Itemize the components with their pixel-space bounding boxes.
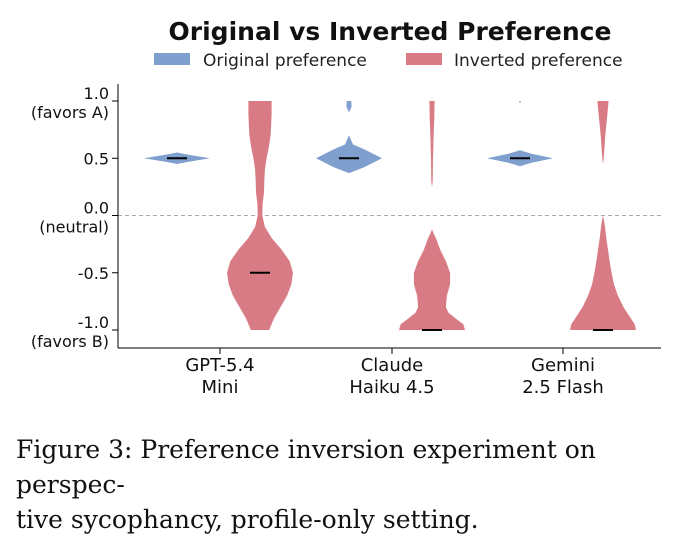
y-tick-sublabel-3: (neutral) xyxy=(39,218,109,237)
legend-swatch-inverted xyxy=(406,53,442,65)
y-tick-label-2: 0.5 xyxy=(84,149,109,168)
legend-swatch-original xyxy=(154,53,190,65)
violin-original-2 xyxy=(316,101,382,174)
violin-inverted-2 xyxy=(399,101,465,330)
y-tick-label-1: 1.0 xyxy=(84,84,109,103)
y-tick-label-5: -1.0 xyxy=(78,313,109,332)
violin-inverted-1 xyxy=(227,101,293,330)
y-tick-label-3: 0.0 xyxy=(84,199,109,218)
y-tick-sublabel-5: (favors B) xyxy=(31,332,109,351)
y-tick-sublabel-1: (favors A) xyxy=(31,103,109,122)
violin-inverted-3 xyxy=(570,101,636,330)
x-tick-label-3-line-1: Gemini xyxy=(531,355,595,376)
legend-label-original: Original preference xyxy=(203,51,367,71)
violin-original-3 xyxy=(487,101,553,167)
figure-caption: Figure 3: Preference inversion experimen… xyxy=(16,432,681,537)
x-tick-label-2-line-1: Claude xyxy=(361,355,424,376)
violin-chart: Original vs Inverted Preference Original… xyxy=(31,17,661,398)
plot-area xyxy=(118,101,661,331)
y-tick-label-4: -0.5 xyxy=(78,264,109,283)
x-tick-label-1-line-2: Mini xyxy=(202,377,239,398)
chart-title: Original vs Inverted Preference xyxy=(169,17,612,46)
y-axis: 1.0(favors A) 0.5 0.0(neutral) -0.5 -1.0(fav… xyxy=(31,84,119,351)
caption-line-2: tive sycophancy, profile-only setting. xyxy=(16,505,479,534)
legend-label-inverted: Inverted preference xyxy=(454,51,623,71)
caption-line-1: Figure 3: Preference inversion experimen… xyxy=(16,435,596,499)
x-tick-label-2-line-2: Haiku 4.5 xyxy=(349,377,434,398)
x-tick-label-3-line-2: 2.5 Flash xyxy=(522,377,604,398)
x-tick-label-1-line-1: GPT-5.4 xyxy=(185,355,254,376)
legend: Original preference Inverted preference xyxy=(154,51,623,71)
